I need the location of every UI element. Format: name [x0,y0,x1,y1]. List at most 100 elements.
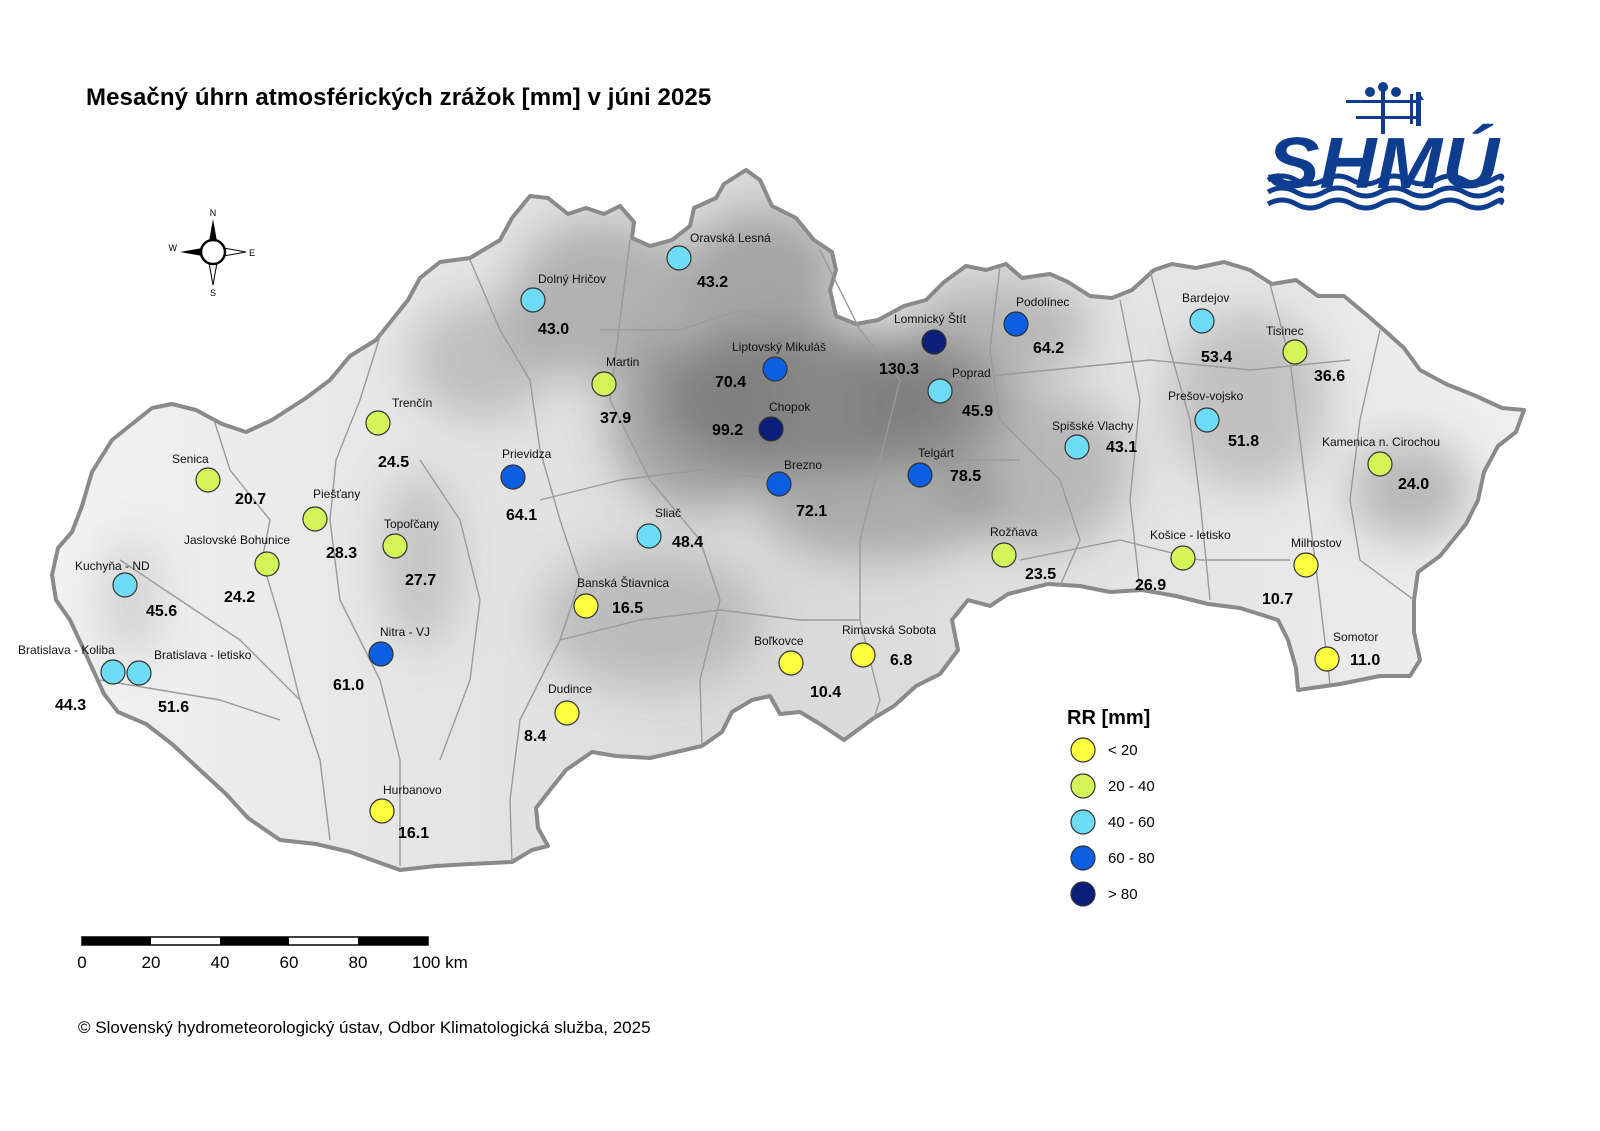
station-marker [573,593,599,619]
station-marker [365,410,391,436]
region-border-line [419,459,481,761]
station-podolinec: Podolínec 64.2 [1003,295,1069,357]
station-marker [850,642,876,668]
region-border-line [1019,539,1290,561]
station-dolny-hricov: Dolný Hričov 43.0 [520,272,606,338]
station-marker [921,329,947,355]
legend: RR [mm] < 20 20 - 40 40 - 60 60 - 80 > 80 [1067,707,1155,907]
station-name-label: Kuchyňa - ND [75,559,150,573]
station-liptovsky-mikulas: Liptovský Mikuláš 70.4 [715,340,826,391]
scale-tick-label: 80 [349,953,368,972]
region-border-line [600,309,801,331]
station-bardejov: Bardejov 53.4 [1182,291,1232,366]
legend-swatch [1070,773,1096,799]
station-marker [382,533,408,559]
station-bratislava-letisko: Bratislava - letisko 51.6 [126,648,252,716]
station-name-label: Dudince [548,682,592,696]
station-name-label: Podolínec [1016,295,1069,309]
compass-n-label: N [210,208,217,218]
station-name-label: Poprad [952,366,991,380]
station-value-label: 23.5 [1025,566,1056,583]
legend-swatch [1070,809,1096,835]
station-kosice-letisko: Košice - letisko 26.9 [1135,528,1231,594]
station-lomnicky-stit: Lomnický Štít 130.3 [879,311,967,378]
station-value-label: 43.2 [697,274,728,291]
station-value-label: 24.5 [378,454,409,471]
station-banska-stiavnica: Banská Štiavnica 16.5 [573,575,669,619]
station-value-label: 64.2 [1033,340,1064,357]
station-marker [1367,451,1393,477]
station-name-label: Chopok [769,400,811,414]
station-name-label: Liptovský Mikuláš [732,340,826,354]
station-chopok: Chopok 99.2 [712,400,811,442]
station-name-label: Prešov-vojsko [1168,389,1244,403]
relief-shading [100,210,1470,690]
station-name-label: Bardejov [1182,291,1229,305]
station-martin: Martin 37.9 [591,355,639,427]
scale-tick-label: 40 [211,953,230,972]
station-value-label: 10.4 [810,684,841,701]
station-prievidza: Prievidza 64.1 [500,447,552,524]
station-value-label: 10.7 [1262,591,1293,608]
station-value-label: 36.6 [1314,368,1345,385]
region-border-line [989,265,1081,587]
shmu-logo: SHMÚ [1266,82,1505,211]
station-name-label: Sliač [655,506,681,520]
legend-label: < 20 [1108,742,1138,759]
region-border-line [609,239,721,747]
scale-tick-label: 60 [280,953,299,972]
station-value-label: 28.3 [326,545,357,562]
station-spisske-vlachy: Spišské Vlachy 43.1 [1052,419,1137,460]
station-telgart: Telgárt 78.5 [907,446,981,488]
station-value-label: 45.9 [962,403,993,420]
station-value-label: 51.8 [1228,433,1259,450]
station-marker [1189,308,1215,334]
station-value-label: 72.1 [796,503,827,520]
station-value-label: 20.7 [235,491,266,508]
station-name-label: Boľkovce [754,634,804,648]
station-poprad: Poprad 45.9 [927,366,993,420]
station-marker [591,371,617,397]
station-name-label: Piešťany [313,487,360,501]
region-border-line [213,419,331,841]
region-border-line [559,609,860,641]
scale-bar: 0 20 40 60 80 100 km [77,936,468,972]
station-name-label: Topoľčany [384,517,439,531]
station-marker [520,287,546,313]
station-value-label: 24.0 [1398,476,1429,493]
station-roznava: Rožňava 23.5 [990,525,1056,583]
station-marker [907,462,933,488]
station-marker [927,378,953,404]
station-tisinec: Tisinec 36.6 [1266,324,1345,385]
station-name-label: Senica [172,452,209,466]
station-marker [1003,311,1029,337]
station-kamenica-n-cirochou: Kamenica n. Cirochou 24.0 [1322,435,1440,493]
region-border-line [949,359,1351,381]
station-topolcany: Topoľčany 27.7 [382,517,439,589]
region-border-line [1119,299,1141,591]
legend-item: 60 - 80 [1070,845,1155,871]
compass-w-label: W [169,243,178,253]
legend-label: 40 - 60 [1108,814,1155,831]
legend-swatch [1070,737,1096,763]
station-value-label: 61.0 [333,677,364,694]
station-name-label: Telgárt [918,446,955,460]
station-name-label: Nitra - VJ [380,625,430,639]
region-border-line [1149,269,1211,601]
region-border-line [329,329,401,866]
station-marker [112,572,138,598]
station-milhostov: Milhostov 10.7 [1262,536,1342,608]
station-value-label: 11.0 [1350,652,1380,669]
station-name-label: Oravská Lesná [690,231,771,245]
station-value-label: 70.4 [715,374,746,391]
station-name-label: Lomnický Štít [894,311,967,326]
station-presov-vojsko: Prešov-vojsko 51.8 [1168,389,1259,450]
station-value-label: 16.1 [398,825,429,842]
station-value-label: 26.9 [1135,577,1166,594]
legend-title: RR [mm] [1067,707,1150,729]
station-trencin: Trenčín 24.5 [365,396,432,471]
station-marker [766,471,792,497]
station-marker [666,245,692,271]
station-value-label: 37.9 [600,410,631,427]
